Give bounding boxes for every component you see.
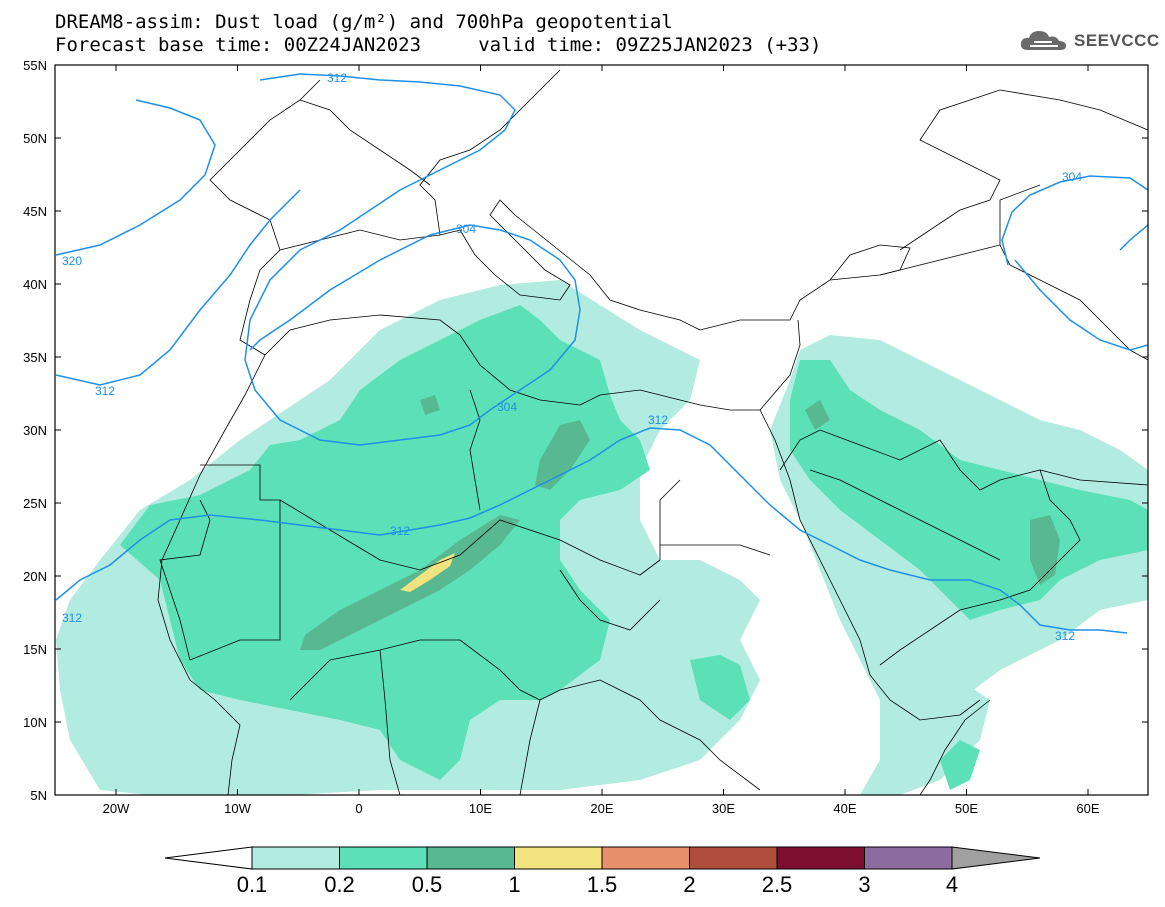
latitude-label: 55N: [23, 58, 47, 73]
dust-field: [56, 280, 1148, 795]
colorbar: [164, 846, 1041, 870]
longitude-label: 40E: [833, 801, 856, 816]
contour-label: 304: [497, 400, 517, 414]
latitude-axis: 55N 50N 45N 40N 35N 30N 25N 20N 15N 10N 5N: [23, 58, 1148, 803]
latitude-label: 25N: [23, 496, 47, 511]
latitude-label: 45N: [23, 204, 47, 219]
colorbar-tick-label: 0.1: [237, 872, 268, 897]
seevccc-logo: SEEVCCC: [1018, 28, 1160, 54]
contour-label: 304: [1062, 170, 1082, 184]
coastlines-borders: [157, 69, 1148, 795]
contour-label: 312: [95, 384, 115, 398]
latitude-label: 40N: [23, 277, 47, 292]
longitude-label: 10E: [469, 801, 492, 816]
latitude-label: 20N: [23, 569, 47, 584]
colorbar-tick-label: 0.2: [324, 872, 355, 897]
colorbar-tick-label: 3: [858, 872, 870, 897]
longitude-label: 20E: [590, 801, 613, 816]
colorbar-tick-label: 2: [683, 872, 695, 897]
contour-label: 312: [327, 71, 347, 85]
latitude-label: 30N: [23, 423, 47, 438]
colorbar-tick-label: 1.5: [587, 872, 618, 897]
logo-text: SEEVCCC: [1074, 31, 1160, 50]
colorbar-segment: [339, 846, 428, 870]
contour-label: 312: [390, 524, 410, 538]
contour-labels: 312 304 320 312 304 312 312 312 304 312: [62, 71, 1082, 643]
latitude-label: 15N: [23, 642, 47, 657]
cloud-icon: [1020, 31, 1066, 50]
colorbar-segment: [251, 846, 340, 870]
contour-label: 312: [62, 611, 82, 625]
colorbar-tick-label: 0.5: [412, 872, 443, 897]
longitude-label: 60E: [1076, 801, 1099, 816]
colorbar-tick-label: 4: [946, 872, 958, 897]
dust-peak-patch: [400, 553, 455, 592]
contour-label: 312: [648, 413, 668, 427]
map-title: DREAM8-assim: Dust load (g/m²) and 700hP…: [55, 11, 673, 33]
contour-label: 312: [1055, 629, 1075, 643]
latitude-label: 5N: [30, 788, 47, 803]
colorbar-ticks: 0.1 0.2 0.5 1 1.5 2 2.5 3 4: [237, 872, 958, 897]
colorbar-segment: [776, 846, 865, 870]
longitude-label: 30E: [712, 801, 735, 816]
colorbar-segment: [426, 846, 515, 870]
longitude-label: 10W: [224, 801, 251, 816]
longitude-label: 20W: [103, 801, 130, 816]
latitude-label: 35N: [23, 350, 47, 365]
colorbar-segment: [689, 846, 778, 870]
longitude-label: 0: [355, 801, 362, 816]
colorbar-segment: [514, 846, 603, 870]
contour-label: 304: [456, 222, 476, 236]
colorbar-tick-label: 2.5: [762, 872, 793, 897]
latitude-label: 50N: [23, 131, 47, 146]
longitude-label: 50E: [955, 801, 978, 816]
colorbar-segment: [601, 846, 690, 870]
geopotential-contours: [55, 73, 1148, 634]
colorbar-over-triangle: [951, 846, 1041, 870]
colorbar-under-triangle: [164, 846, 253, 870]
latitude-label: 10N: [23, 715, 47, 730]
colorbar-tick-label: 1: [508, 872, 520, 897]
contour-label: 320: [62, 254, 82, 268]
forecast-times: Forecast base time: 00Z24JAN2023 valid t…: [55, 34, 822, 56]
longitude-axis: 20W 10W 0 10E 20E 30E 40E 50E 60E: [103, 65, 1100, 816]
colorbar-segment: [864, 846, 953, 870]
